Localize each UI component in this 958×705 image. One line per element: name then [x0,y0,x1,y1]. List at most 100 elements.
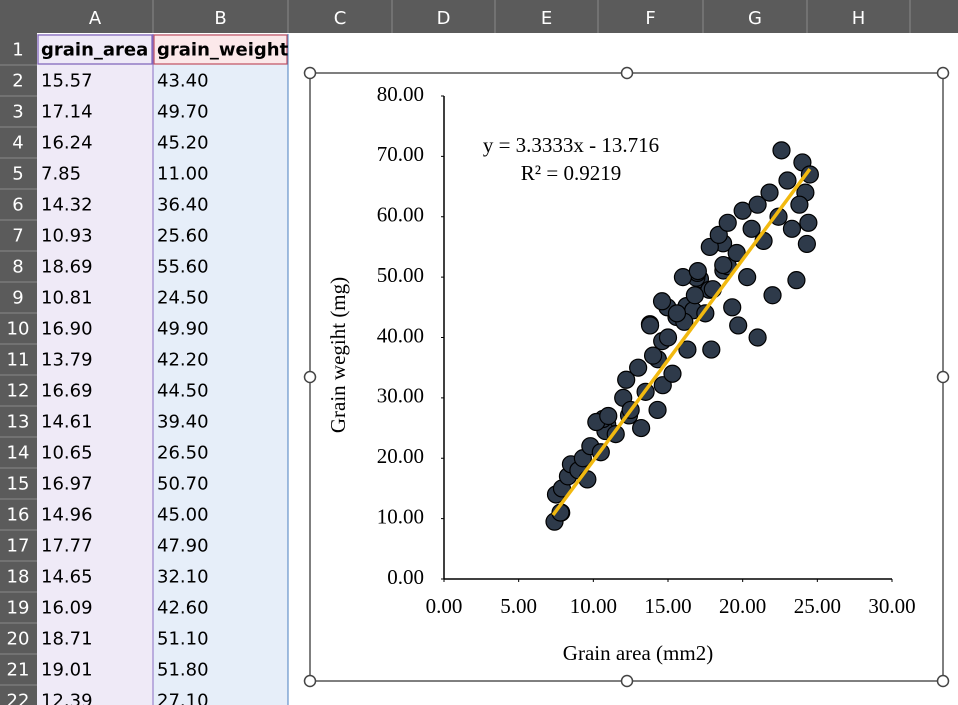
cell[interactable]: 36.40 [157,195,209,216]
column-letter[interactable]: F [645,8,655,29]
data-point [742,219,761,238]
cell[interactable]: 25.60 [157,226,209,247]
row-header-bar [0,0,37,705]
cell[interactable]: 44.50 [157,381,209,402]
row-number[interactable]: 14 [7,443,30,464]
row-number[interactable]: 19 [7,598,30,619]
column-letter[interactable]: D [437,8,451,29]
cell[interactable]: 14.32 [41,195,93,216]
column-letter[interactable]: B [214,8,226,29]
cell[interactable]: 16.97 [41,474,93,495]
y-tick-label: 40.00 [377,323,424,347]
row-number[interactable]: 4 [12,133,23,154]
header-cell-a1[interactable] [37,34,153,65]
cell[interactable]: 16.09 [41,598,93,619]
row-number[interactable]: 11 [7,350,30,371]
column-letter[interactable]: C [334,8,347,29]
cell[interactable]: 24.50 [157,288,209,309]
cell[interactable]: 27.10 [157,691,209,705]
cell[interactable]: grain_weight [157,40,289,61]
cell[interactable]: 55.60 [157,257,209,278]
cell[interactable]: 43.40 [157,71,209,92]
row-number[interactable]: 5 [12,164,23,185]
row-number[interactable]: 12 [7,381,30,402]
column-letter[interactable]: E [541,8,552,29]
cell[interactable]: 18.69 [41,257,93,278]
cell[interactable]: 16.90 [41,319,93,340]
resize-handle[interactable] [936,66,950,80]
cell[interactable]: 42.20 [157,350,209,371]
row-number[interactable]: 16 [7,505,30,526]
data-point [723,298,742,317]
cell[interactable]: 7.85 [41,164,81,185]
chart-handles[interactable] [303,66,950,688]
cell[interactable]: 18.71 [41,629,93,650]
row-number[interactable]: 13 [7,412,30,433]
cell[interactable]: 14.96 [41,505,93,526]
cell[interactable]: 26.50 [157,443,209,464]
cell[interactable]: grain_area [41,40,148,61]
row-number[interactable]: 3 [12,102,23,123]
row-number[interactable]: 8 [12,257,23,278]
header-cell-b1[interactable] [153,34,288,65]
row-number[interactable]: 9 [12,288,23,309]
cell[interactable]: 13.79 [41,350,93,371]
resize-handle[interactable] [620,66,634,80]
cell[interactable]: 17.77 [41,536,93,557]
row-number[interactable]: 17 [7,536,30,557]
row-number[interactable]: 1 [12,40,23,61]
cell[interactable]: 15.57 [41,71,93,92]
data-point [700,237,719,257]
cell[interactable]: 19.01 [41,660,93,681]
cell[interactable]: 49.90 [157,319,209,340]
cell[interactable]: 17.14 [41,102,93,123]
data-point [643,346,663,365]
cell[interactable]: 39.40 [157,412,209,433]
data-point [648,400,667,420]
column-letter[interactable]: A [89,8,102,29]
resize-handle[interactable] [936,674,950,688]
cell[interactable]: 10.93 [41,226,93,247]
data-point [800,165,819,184]
column-letter[interactable]: H [852,8,866,29]
cell[interactable]: 51.10 [157,629,209,650]
cell[interactable]: 16.69 [41,381,93,402]
cell[interactable]: 16.24 [41,133,93,154]
resize-handle[interactable] [303,66,317,80]
row-number[interactable]: 10 [7,319,30,340]
row-number[interactable]: 18 [7,567,30,588]
x-axis-title: Grain area (mm2) [563,641,713,665]
cell[interactable]: 12.39 [41,691,93,705]
data-point [748,195,767,214]
cell[interactable]: 47.90 [157,536,209,557]
cell[interactable]: 10.65 [41,443,93,464]
cell[interactable]: 14.61 [41,412,93,433]
cell[interactable]: 45.20 [157,133,209,154]
row-number[interactable]: 22 [7,691,30,705]
row-number[interactable]: 7 [12,226,23,247]
resize-handle[interactable] [620,674,634,688]
column-letter[interactable]: G [748,8,762,29]
cell[interactable]: 49.70 [157,102,209,123]
row-number[interactable]: 6 [12,195,23,216]
row-number[interactable]: 2 [12,71,23,92]
cell[interactable]: 32.10 [157,567,209,588]
resize-handle[interactable] [303,370,317,384]
row-number[interactable]: 20 [7,629,30,650]
column-a-fill [37,34,153,705]
row-number[interactable]: 21 [7,660,30,681]
cell[interactable]: 45.00 [157,505,209,526]
cell[interactable]: 50.70 [157,474,209,495]
cell[interactable]: 51.80 [157,660,209,681]
resize-handle[interactable] [303,674,317,688]
resize-handle[interactable] [936,370,950,384]
row-number[interactable]: 15 [7,474,30,495]
cell[interactable]: 11.00 [157,164,209,185]
data-point [778,171,797,190]
data-point [663,364,682,383]
y-tick-label: 70.00 [377,142,424,166]
data-point [738,268,757,287]
cell[interactable]: 10.81 [41,288,93,309]
cell[interactable]: 14.65 [41,567,93,588]
cell[interactable]: 42.60 [157,598,209,619]
